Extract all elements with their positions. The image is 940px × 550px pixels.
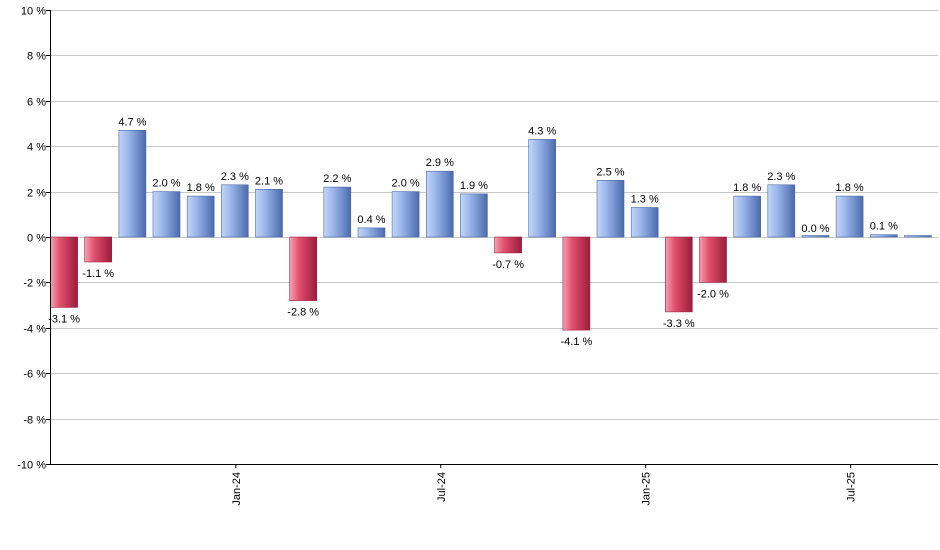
bar: [869, 234, 898, 238]
data-label: 2.3 %: [767, 171, 795, 183]
bar: [460, 193, 488, 238]
bar: [801, 235, 830, 238]
data-label: 4.3 %: [528, 125, 556, 137]
data-label: -2.0 %: [697, 288, 729, 300]
bar: [767, 184, 796, 238]
data-label: 0.1 %: [870, 221, 898, 233]
bar: [699, 236, 727, 283]
bar: [664, 236, 693, 313]
bars: [50, 130, 932, 331]
y-tick-label: 2 %: [27, 188, 46, 200]
y-tick-label: -10 %: [17, 460, 46, 472]
data-label: 1.9 %: [460, 180, 488, 192]
data-label: -2.8 %: [287, 307, 319, 319]
y-tick-label: -8 %: [23, 415, 46, 427]
bar: [289, 236, 318, 301]
y-tick-label: 0 %: [27, 233, 46, 245]
data-label: 2.0 %: [392, 178, 420, 190]
bar: [904, 235, 932, 238]
data-label: 2.3 %: [221, 171, 249, 183]
bar: [186, 195, 215, 238]
y-tick-label: 8 %: [27, 51, 46, 63]
y-tick-label: 10 %: [21, 6, 46, 18]
data-labels: -3.1 % -1.1 % 4.7 % 2.0 % 1.8 % 2.3 % 2.1 % -2.…: [48, 116, 898, 348]
bar: [50, 236, 78, 308]
data-label: 1.8 %: [733, 182, 761, 194]
bar: [84, 236, 112, 263]
data-label: -4.1 %: [561, 336, 593, 348]
y-tick-label: -4 %: [23, 324, 46, 336]
data-label: 1.8 %: [187, 182, 215, 194]
bar: [152, 191, 181, 238]
data-label: 0.4 %: [357, 214, 385, 226]
data-label: 2.1 %: [255, 175, 283, 187]
axes: 10 % 8 % 6 % 4 % 2 % 0 % -2 % -4 % -6 % -8 % -10 %…: [17, 6, 938, 506]
data-label: 2.0 %: [152, 178, 180, 190]
data-label: 0.0 %: [801, 223, 829, 235]
bar: [118, 130, 147, 238]
data-label: 2.2 %: [323, 173, 351, 185]
data-label: 1.8 %: [836, 182, 864, 194]
data-label: 2.5 %: [596, 166, 624, 178]
data-label: -1.1 %: [82, 268, 114, 280]
x-tick-label: Jul-25: [846, 472, 858, 502]
data-label: 1.3 %: [631, 194, 659, 206]
bar: [630, 207, 659, 238]
bar: [528, 139, 557, 238]
y-tick-label: 4 %: [27, 142, 46, 154]
data-label: -0.7 %: [492, 259, 524, 271]
y-tick-label: 6 %: [27, 97, 46, 109]
bar: [391, 191, 420, 238]
bar: [425, 170, 454, 238]
bar: [733, 195, 762, 238]
y-tick-label: -2 %: [23, 278, 46, 290]
x-tick-label: Jan-24: [231, 472, 243, 506]
bar: [221, 184, 249, 238]
bar: [596, 180, 625, 238]
x-tick-label: Jul-24: [436, 472, 448, 502]
gridlines: [50, 10, 938, 465]
y-tick-label: -6 %: [23, 369, 46, 381]
data-label: 4.7 %: [118, 116, 146, 128]
bar: [494, 236, 522, 254]
data-label: 2.9 %: [426, 157, 454, 169]
data-label: -3.3 %: [663, 318, 695, 330]
bar: [835, 195, 864, 238]
bar: [323, 186, 352, 238]
bar: [562, 236, 591, 331]
bar: [255, 189, 283, 238]
x-tick-label: Jan-25: [641, 472, 653, 506]
bar: [357, 227, 386, 238]
data-label: -3.1 %: [48, 313, 80, 325]
